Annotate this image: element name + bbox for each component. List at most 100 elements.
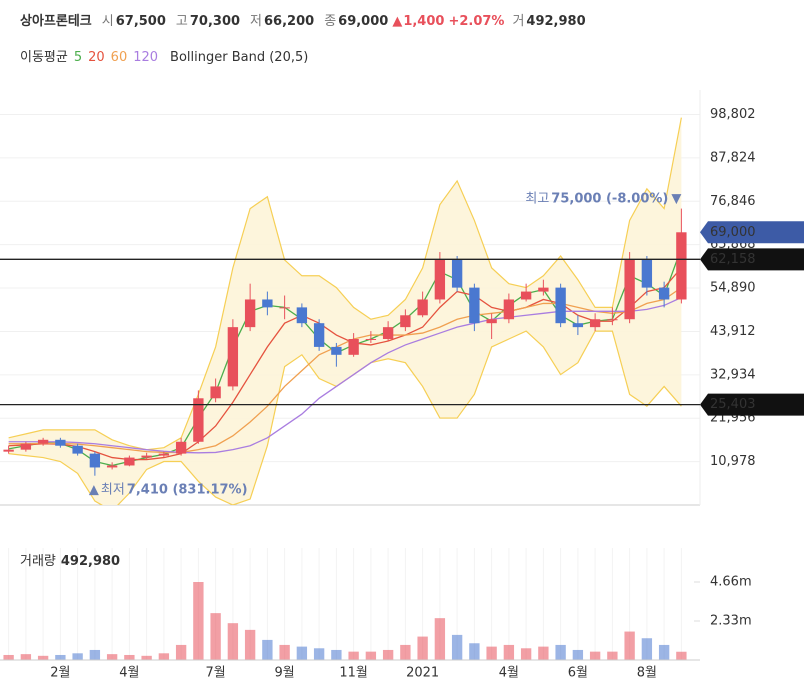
candle-body	[572, 323, 584, 328]
candle-body	[382, 327, 394, 339]
volume-bar	[589, 651, 601, 660]
candle-body	[106, 465, 118, 468]
legend-entry: 60	[111, 50, 128, 65]
volume-label: 거래량	[20, 554, 56, 569]
reference-label: 25,403	[710, 397, 756, 412]
x-tick-label: 6월	[568, 666, 588, 681]
volume-bar	[624, 631, 635, 660]
volume-bar	[279, 644, 290, 660]
annotation: 최고 75,000 (-8.00%) ▼	[525, 191, 681, 206]
legend-entry: 5	[74, 50, 82, 65]
header-value: 70,300	[190, 14, 240, 29]
volume-bar	[124, 654, 135, 660]
candle-body	[555, 287, 566, 324]
volume-bar	[676, 651, 687, 660]
y-tick-label: 87,824	[710, 150, 756, 165]
change-arrow: ▲	[392, 14, 402, 29]
candle-body	[244, 299, 256, 328]
volume-bar	[417, 636, 428, 660]
annotation-value: 75,000 (-8.00%)	[551, 191, 668, 206]
x-tick-label: 7월	[206, 666, 226, 681]
volume-bar	[434, 618, 446, 660]
stock-name: 상아프론테크	[20, 13, 92, 29]
candle-body	[193, 398, 204, 442]
candle-body	[348, 339, 359, 355]
candle-body	[469, 287, 480, 324]
x-tick-label: 9월	[275, 666, 295, 681]
header-label: 종	[324, 14, 336, 29]
legend-title: 이동평균	[20, 50, 68, 65]
volume-bar	[72, 653, 83, 660]
volume-tick-label: 2.33m	[710, 614, 752, 629]
volume-bar	[158, 653, 170, 660]
price-badge	[700, 221, 804, 244]
volume-bar	[313, 648, 325, 660]
candle-body	[227, 327, 239, 387]
header-label: 고	[176, 14, 188, 29]
volume-bar	[244, 629, 256, 660]
volume-bar	[193, 582, 204, 660]
candle-body	[175, 441, 187, 454]
annotation-marker: ▼	[671, 191, 681, 206]
candle-body	[141, 455, 152, 458]
candle-body	[3, 449, 14, 452]
reference-label: 62,158	[710, 252, 756, 267]
volume-bar	[141, 655, 152, 660]
annotation-marker: ▲	[89, 482, 99, 497]
volume-bar	[227, 623, 239, 660]
header-label: 시	[102, 14, 114, 29]
x-tick-label: 4월	[499, 666, 519, 681]
legend-entry: 120	[133, 50, 158, 65]
legend: 이동평균 5 20 60 120 Bollinger Band (20,5)	[20, 50, 308, 65]
volume-bar	[210, 613, 221, 660]
candle-body	[20, 443, 32, 450]
volume-bar	[55, 654, 66, 660]
candle-body	[451, 259, 463, 288]
candle-body	[641, 259, 653, 288]
volume-bar	[641, 638, 653, 660]
candle-body	[486, 319, 497, 324]
bollinger-upper	[8, 117, 682, 451]
candle-body	[89, 453, 101, 468]
volume-panel: 2.33m 4.66m 거래량 492,980 2월 4월 7월 9월 11월 2021 4월 6월 8…	[0, 548, 752, 681]
candle-body	[279, 307, 290, 309]
annotation-text: 최고	[525, 191, 549, 206]
volume-bar	[451, 634, 463, 660]
candle-body	[365, 339, 377, 340]
moving-average	[8, 267, 682, 461]
volume-bar	[20, 654, 32, 660]
volume-bar	[520, 648, 532, 660]
candle-body	[262, 299, 273, 308]
header-line: 상아프론테크 시 67,500 고 70,300 저 66,200 종 69,000 ▲1,400…	[20, 13, 586, 29]
volume-bar	[503, 644, 515, 660]
annotation: ▲ 최저 7,410 (831.17%)	[89, 482, 248, 497]
candle-body	[417, 299, 428, 316]
header-label: 저	[250, 14, 262, 29]
volume-value: 492,980	[61, 554, 120, 569]
volume-bar	[37, 655, 49, 660]
volume-bar	[469, 643, 480, 660]
candle-body	[72, 445, 83, 454]
volume-bar	[486, 646, 497, 660]
y-tick-label: 10,978	[710, 454, 756, 469]
candle-body	[55, 439, 66, 446]
candle-body	[37, 439, 49, 444]
moving-average	[8, 296, 682, 454]
volume-bar	[555, 644, 566, 660]
volume-bar	[106, 654, 118, 660]
annotation-text: 최저	[101, 482, 125, 497]
annotation-value: 7,410 (831.17%)	[127, 482, 248, 497]
volume-bar	[538, 646, 549, 660]
candle-body	[538, 287, 549, 292]
header-label: 거	[512, 14, 524, 29]
reference-badge	[700, 248, 804, 271]
candle-body	[676, 232, 687, 300]
candle-body	[210, 386, 221, 399]
y-tick-label: 76,846	[710, 194, 756, 209]
price-label: 69,000	[710, 225, 756, 240]
price-panel: 10,97821,95632,93443,91254,89065,86876,8…	[0, 90, 804, 506]
candle-body	[503, 299, 515, 320]
moving-average	[8, 247, 682, 467]
legend-entry: Bollinger Band (20,5)	[170, 50, 308, 65]
plot	[3, 117, 687, 505]
